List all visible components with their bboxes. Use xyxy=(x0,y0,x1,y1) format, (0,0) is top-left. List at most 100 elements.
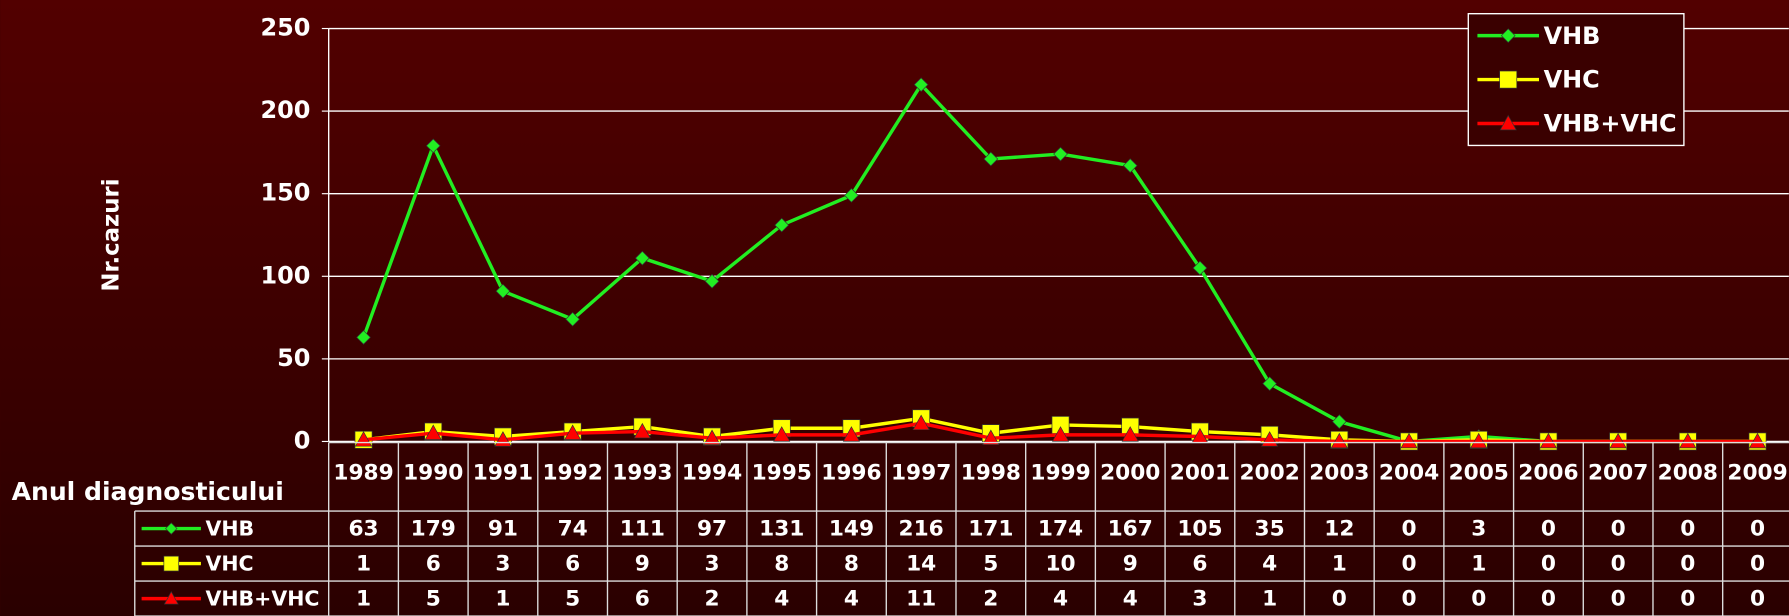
table-cell: 5 xyxy=(426,587,441,612)
table-cell: 10 xyxy=(1045,552,1075,577)
table-cell: 0 xyxy=(1332,587,1347,612)
table-cell: 6 xyxy=(426,552,441,577)
marker xyxy=(425,138,441,154)
table-cell: 2 xyxy=(704,587,719,612)
x-tick-label: 1998 xyxy=(961,460,1021,485)
marker xyxy=(982,429,1000,445)
y-tick-label: 150 xyxy=(260,179,310,207)
table-cell: 6 xyxy=(1192,552,1207,577)
x-tick-label: 2009 xyxy=(1727,460,1787,485)
table-cell: 131 xyxy=(759,517,804,542)
x-tick-label: 2000 xyxy=(1100,460,1160,485)
table-cell: 9 xyxy=(635,552,650,577)
marker xyxy=(163,591,179,605)
marker xyxy=(913,77,929,93)
table-cell: 0 xyxy=(1401,517,1416,542)
marker xyxy=(1609,432,1627,449)
table-cell: 5 xyxy=(983,552,998,577)
marker xyxy=(1053,146,1068,162)
x-tick-label: 2003 xyxy=(1309,460,1369,485)
table-cell: 4 xyxy=(844,587,859,612)
table-cell: 171 xyxy=(968,517,1013,542)
table-cell: 179 xyxy=(411,517,456,542)
table-cell: 0 xyxy=(1750,552,1765,577)
marker xyxy=(1679,432,1697,449)
x-tick-label: 2005 xyxy=(1449,460,1509,485)
table-cell: 8 xyxy=(774,552,789,577)
marker xyxy=(1051,426,1070,442)
table-cell: 0 xyxy=(1611,587,1626,612)
marker xyxy=(774,217,790,233)
table-cell: 0 xyxy=(1541,587,1556,612)
marker xyxy=(1470,432,1488,449)
table-cell: 74 xyxy=(558,517,588,542)
marker xyxy=(1499,114,1517,131)
marker xyxy=(1748,432,1767,449)
table-cell: 1 xyxy=(356,587,371,612)
marker xyxy=(633,422,651,439)
table-cell: 1 xyxy=(356,552,371,577)
table-cell: 1 xyxy=(1332,552,1347,577)
x-tick-label: 2006 xyxy=(1518,460,1578,485)
table-cell: 0 xyxy=(1750,587,1765,612)
marker xyxy=(1332,414,1347,429)
marker xyxy=(1499,70,1518,89)
table-cell: 35 xyxy=(1255,517,1285,542)
legend-label: VHB+VHC xyxy=(1544,110,1677,138)
marker xyxy=(163,555,180,572)
table-cell: 4 xyxy=(1262,552,1277,577)
marker xyxy=(565,311,580,327)
x-tick-label: 2004 xyxy=(1379,460,1439,485)
x-tick-label: 1989 xyxy=(333,460,393,485)
marker xyxy=(1539,432,1557,449)
x-tick-label: 1993 xyxy=(612,460,672,485)
table-cell: 0 xyxy=(1680,587,1695,612)
marker xyxy=(1262,376,1277,391)
marker xyxy=(1400,432,1418,449)
table-cell: 63 xyxy=(348,517,378,542)
x-tick-label: 1995 xyxy=(752,460,812,485)
table-cell: 0 xyxy=(1680,517,1695,542)
table-row-label: VHB xyxy=(205,517,254,541)
table-cell: 14 xyxy=(906,552,936,577)
table-cell: 4 xyxy=(774,587,789,612)
y-tick-label: 100 xyxy=(260,261,310,289)
table-cell: 174 xyxy=(1038,517,1083,542)
legend-label: VHC xyxy=(1544,66,1600,94)
table-cell: 8 xyxy=(844,552,859,577)
x-tick-label: 1994 xyxy=(682,460,742,485)
marker xyxy=(635,250,650,266)
marker xyxy=(1330,432,1348,449)
table-cell: 0 xyxy=(1401,552,1416,577)
legend-label: VHB xyxy=(1544,22,1601,50)
marker xyxy=(356,330,371,345)
x-tick-label: 2001 xyxy=(1170,460,1230,485)
table-row-label: VHB+VHC xyxy=(205,587,319,611)
table-cell: 6 xyxy=(635,587,650,612)
table-cell: 4 xyxy=(1123,587,1138,612)
table-cell: 0 xyxy=(1401,587,1416,612)
table-cell: 4 xyxy=(1053,587,1068,612)
table-cell: 0 xyxy=(1541,517,1556,542)
table-cell: 0 xyxy=(1471,587,1486,612)
table-cell: 105 xyxy=(1177,517,1222,542)
marker xyxy=(1192,260,1208,276)
x-tick-label: 2007 xyxy=(1588,460,1648,485)
x-tick-label: 1999 xyxy=(1030,460,1090,485)
x-tick-label: 2002 xyxy=(1239,460,1299,485)
marker xyxy=(983,151,999,167)
table-cell: 0 xyxy=(1611,517,1626,542)
marker xyxy=(165,522,178,535)
x-tick-label: 2008 xyxy=(1658,460,1718,485)
table-cell: 1 xyxy=(1262,587,1277,612)
table-cell: 0 xyxy=(1680,552,1695,577)
marker xyxy=(495,283,511,299)
table-cell: 2 xyxy=(983,587,998,612)
x-tick-label: 1990 xyxy=(403,460,463,485)
y-axis-label: Nr.cazuri xyxy=(98,178,124,291)
marker xyxy=(1122,158,1138,173)
x-tick-label: 1996 xyxy=(821,460,881,485)
table-cell: 3 xyxy=(704,552,719,577)
table-cell: 1 xyxy=(495,587,510,612)
